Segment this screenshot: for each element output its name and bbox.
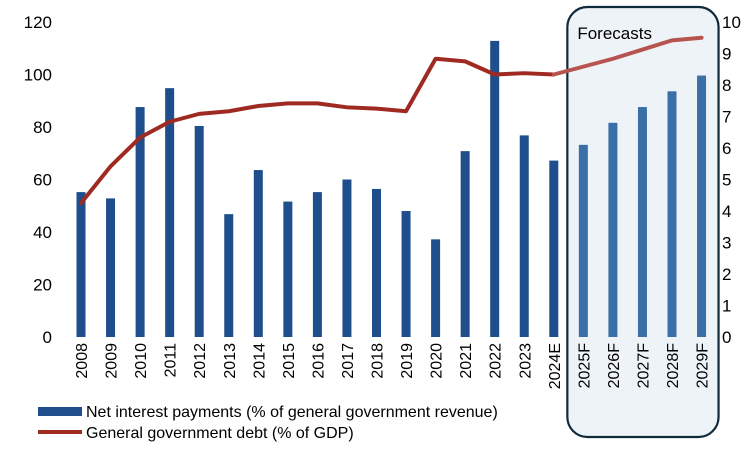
bar-2018 <box>372 188 381 337</box>
bar-2016 <box>312 192 322 337</box>
right-tick-10: 10 <box>722 13 741 32</box>
bar-2026F <box>608 122 618 337</box>
x-tick-2015: 2015 <box>281 343 298 379</box>
right-tick-4: 4 <box>722 202 731 221</box>
left-tick-20: 20 <box>33 276 52 295</box>
left-tick-100: 100 <box>24 66 52 85</box>
legend-bar-label: Net interest payments (% of general gove… <box>86 404 498 421</box>
legend-line-label: General government debt (% of GDP) <box>86 425 354 442</box>
x-tick-2008: 2008 <box>74 343 91 379</box>
bar-2021 <box>460 151 470 337</box>
x-tick-2016: 2016 <box>310 343 327 379</box>
legend-bar-swatch <box>38 407 82 416</box>
right-tick-7: 7 <box>722 108 731 127</box>
x-tick-2026F: 2026F <box>606 343 623 389</box>
bar-2017 <box>342 179 352 337</box>
left-tick-0: 0 <box>43 328 52 347</box>
right-tick-2: 2 <box>722 265 731 284</box>
x-tick-2012: 2012 <box>192 343 209 379</box>
bar-2008 <box>76 192 86 337</box>
left-tick-120: 120 <box>24 13 52 32</box>
x-tick-2028F: 2028F <box>665 343 682 389</box>
bar-2014 <box>253 170 263 337</box>
right-tick-9: 9 <box>722 45 731 64</box>
bar-2028F <box>667 91 677 337</box>
x-tick-2013: 2013 <box>222 343 239 379</box>
bar-2020 <box>431 239 441 337</box>
x-tick-2024E: 2024E <box>547 343 564 389</box>
bar-2022 <box>490 40 500 338</box>
x-tick-2029F: 2029F <box>695 343 712 389</box>
right-tick-5: 5 <box>722 171 731 190</box>
x-tick-2014: 2014 <box>251 343 268 379</box>
debt-line-historical <box>79 56 556 206</box>
x-tick-2017: 2017 <box>340 343 357 379</box>
bar-2029F <box>697 75 707 338</box>
x-tick-2011: 2011 <box>163 343 180 378</box>
x-tick-2018: 2018 <box>370 343 387 379</box>
bar-2011 <box>165 88 175 338</box>
debt-line-forecast <box>551 35 704 77</box>
right-tick-0: 0 <box>722 328 731 347</box>
x-tick-2010: 2010 <box>133 343 150 379</box>
bar-2015 <box>283 201 293 337</box>
forecast-label: Forecasts <box>577 24 652 43</box>
bar-2027F <box>637 107 647 337</box>
bar-2013 <box>224 214 234 337</box>
left-tick-80: 80 <box>33 118 52 137</box>
bar-2025F <box>578 144 588 337</box>
bar-2012 <box>194 125 204 337</box>
x-tick-2022: 2022 <box>488 343 505 379</box>
x-tick-2009: 2009 <box>104 343 121 379</box>
right-tick-1: 1 <box>722 297 731 316</box>
right-tick-8: 8 <box>722 76 731 95</box>
right-tick-6: 6 <box>722 139 731 158</box>
x-tick-2020: 2020 <box>429 343 446 379</box>
x-tick-2027F: 2027F <box>635 343 652 389</box>
bar-2019 <box>401 211 411 337</box>
bar-2023 <box>519 135 529 337</box>
bar-2009 <box>106 198 116 337</box>
x-tick-2025F: 2025F <box>576 343 593 389</box>
x-tick-2019: 2019 <box>399 343 416 379</box>
bar-2010 <box>135 107 145 337</box>
bar-2024E <box>549 160 559 337</box>
right-tick-3: 3 <box>722 234 731 253</box>
left-tick-60: 60 <box>33 171 52 190</box>
x-tick-2021: 2021 <box>458 343 475 379</box>
x-tick-2023: 2023 <box>517 343 534 379</box>
left-tick-40: 40 <box>33 223 52 242</box>
